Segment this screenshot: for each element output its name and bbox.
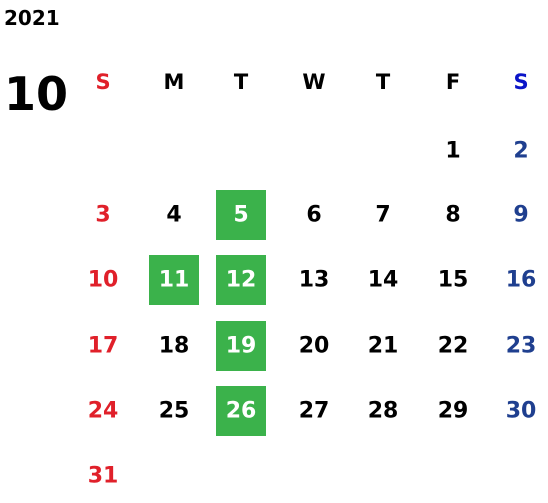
day-number: 30 — [506, 399, 537, 424]
day-number: 13 — [299, 268, 330, 293]
day-number: 4 — [166, 203, 181, 228]
day-number: 9 — [513, 203, 528, 228]
weekday-label: T — [376, 70, 391, 94]
weekday-label: T — [234, 70, 249, 94]
day-number: 5 — [233, 203, 248, 228]
day-number: 1 — [445, 139, 460, 164]
day-number: 6 — [306, 203, 321, 228]
weekday-label: M — [164, 70, 185, 94]
day-number: 3 — [95, 203, 110, 228]
day-number: 31 — [88, 464, 119, 489]
day-number: 11 — [159, 268, 190, 293]
day-number: 18 — [159, 334, 190, 359]
highlight-box — [149, 255, 199, 305]
day-number: 2 — [513, 139, 528, 164]
day-number: 23 — [506, 334, 537, 359]
day-number: 10 — [88, 268, 119, 293]
highlight-box — [216, 386, 266, 436]
day-number: 29 — [438, 399, 469, 424]
day-number: 21 — [368, 334, 399, 359]
day-number: 20 — [299, 334, 330, 359]
day-number: 26 — [226, 399, 257, 424]
day-number: 25 — [159, 399, 190, 424]
year: 2021 — [4, 6, 60, 30]
weekday-label: W — [302, 70, 325, 94]
day-number: 22 — [438, 334, 469, 359]
day-number: 12 — [226, 268, 257, 293]
day-number: 28 — [368, 399, 399, 424]
highlight-box — [216, 255, 266, 305]
weekday-label: F — [446, 70, 460, 94]
day-number: 19 — [226, 334, 257, 359]
month: 10 — [4, 67, 68, 121]
weekday-label: S — [95, 70, 110, 94]
highlight-box — [216, 190, 266, 240]
day-number: 27 — [299, 399, 330, 424]
day-number: 24 — [88, 399, 119, 424]
day-number: 16 — [506, 268, 537, 293]
day-number: 7 — [375, 203, 390, 228]
day-number: 8 — [445, 203, 460, 228]
day-number: 17 — [88, 334, 119, 359]
weekday-label: S — [513, 70, 528, 94]
day-number: 15 — [438, 268, 469, 293]
day-number: 14 — [368, 268, 399, 293]
highlight-box — [216, 321, 266, 371]
